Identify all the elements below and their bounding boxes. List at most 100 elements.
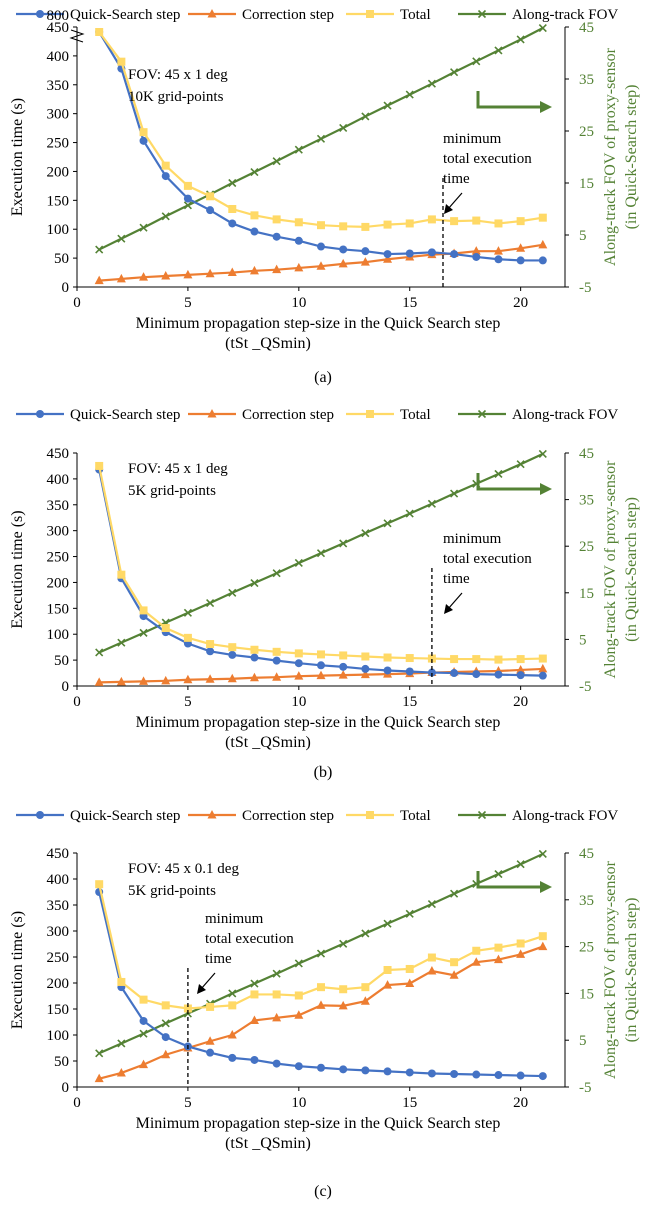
- data-point: [161, 675, 171, 685]
- y-tick-label: 150: [47, 193, 70, 209]
- data-point: [516, 939, 525, 948]
- data-point: [427, 499, 436, 508]
- data-point: [383, 666, 392, 675]
- data-point: [494, 670, 503, 679]
- y2-tick-label: 45: [579, 846, 594, 862]
- series-along-track-fov: [95, 23, 547, 254]
- data-point: [161, 271, 171, 280]
- data-point: [139, 606, 148, 615]
- data-point: [183, 674, 193, 684]
- data-point: [405, 90, 414, 99]
- x-axis-title-line2: (tSt _QSmin): [225, 335, 311, 352]
- data-point: [516, 460, 525, 469]
- y2-tick-label: 35: [579, 72, 594, 88]
- panel-caption: (a): [314, 369, 332, 386]
- marker-stroke: [139, 1029, 148, 1038]
- legend-marker: [477, 810, 487, 820]
- data-point: [183, 269, 193, 279]
- legend-label: Correction step: [242, 808, 334, 824]
- marker-stroke: [383, 919, 392, 928]
- y-tick-label: 0: [62, 280, 70, 296]
- minimum-marker-label: minimum: [443, 131, 502, 147]
- series-along-track-fov: [95, 449, 547, 657]
- data-point: [538, 256, 547, 265]
- data-point: [405, 909, 414, 918]
- legend-item: Total: [346, 808, 431, 824]
- data-point: [538, 941, 548, 951]
- data-point: [361, 929, 370, 938]
- marker-stroke: [250, 168, 259, 177]
- marker-stroke: [450, 68, 459, 77]
- data-point: [338, 1000, 348, 1010]
- marker-stroke: [450, 889, 459, 898]
- data-point: [516, 671, 525, 680]
- y-tick-label: 400: [47, 872, 70, 888]
- data-point: [317, 650, 325, 659]
- data-point: [228, 588, 237, 597]
- data-point: [339, 539, 348, 548]
- data-point: [516, 217, 525, 226]
- data-point: [250, 211, 259, 220]
- x-tick-label: 5: [184, 694, 192, 710]
- data-point: [538, 663, 548, 673]
- data-point: [472, 252, 481, 261]
- marker-stroke: [494, 46, 503, 55]
- marker-stroke: [139, 223, 148, 232]
- data-point: [183, 201, 192, 210]
- series-quick-search-step: [95, 465, 547, 680]
- data-point: [94, 275, 104, 285]
- y-tick-label: 100: [47, 222, 70, 238]
- data-point: [494, 655, 503, 664]
- series-line: [98, 945, 544, 1080]
- data-point: [116, 273, 126, 283]
- marker-stroke: [272, 569, 281, 578]
- data-point: [450, 669, 459, 678]
- data-point: [427, 953, 436, 962]
- legend-item: Total: [346, 407, 431, 423]
- data-point: [450, 217, 459, 226]
- right-axis-arrow-head: [540, 483, 552, 495]
- data-point: [316, 134, 326, 143]
- legend-item: Along-track FOV: [458, 407, 618, 423]
- x-tick-label: 15: [402, 694, 417, 710]
- legend-label: Along-track FOV: [512, 808, 618, 824]
- data-point: [383, 101, 392, 110]
- y-tick-label: 200: [47, 575, 70, 591]
- marker-stroke: [405, 90, 414, 99]
- data-point: [383, 250, 392, 259]
- legend-label: Total: [400, 407, 431, 423]
- y-tick-label: 150: [47, 1002, 70, 1018]
- data-point: [117, 977, 126, 986]
- marker-stroke: [427, 899, 436, 909]
- marker-stroke: [538, 23, 547, 33]
- data-point: [361, 222, 370, 231]
- data-point: [228, 643, 237, 652]
- data-point: [405, 654, 414, 663]
- marker-stroke: [117, 234, 126, 243]
- minimum-marker-label: minimum: [443, 531, 502, 547]
- data-point: [450, 958, 459, 967]
- x-tick-label: 20: [513, 694, 528, 710]
- data-point: [383, 966, 392, 974]
- data-point: [116, 676, 126, 686]
- plot-area: [94, 849, 548, 1083]
- data-point: [272, 990, 281, 999]
- marker-stroke: [538, 449, 547, 458]
- data-point: [183, 181, 192, 190]
- data-point: [360, 669, 370, 679]
- data-point: [427, 248, 436, 257]
- marker-stroke: [450, 489, 459, 498]
- data-point: [516, 664, 526, 674]
- data-point: [272, 969, 281, 978]
- marker-stroke: [405, 509, 414, 518]
- data-point: [250, 653, 259, 662]
- marker-stroke: [272, 157, 281, 166]
- data-point: [316, 261, 326, 270]
- data-point: [183, 633, 192, 642]
- chart-panel-3: Quick-Search step Correction step Total Alo…: [9, 808, 640, 1200]
- series-along-track-fov: [95, 849, 547, 1058]
- data-point: [383, 653, 392, 662]
- y2-tick-label: 5: [579, 1033, 587, 1049]
- y-tick-label: 350: [47, 498, 70, 514]
- legend-marker: [207, 810, 217, 819]
